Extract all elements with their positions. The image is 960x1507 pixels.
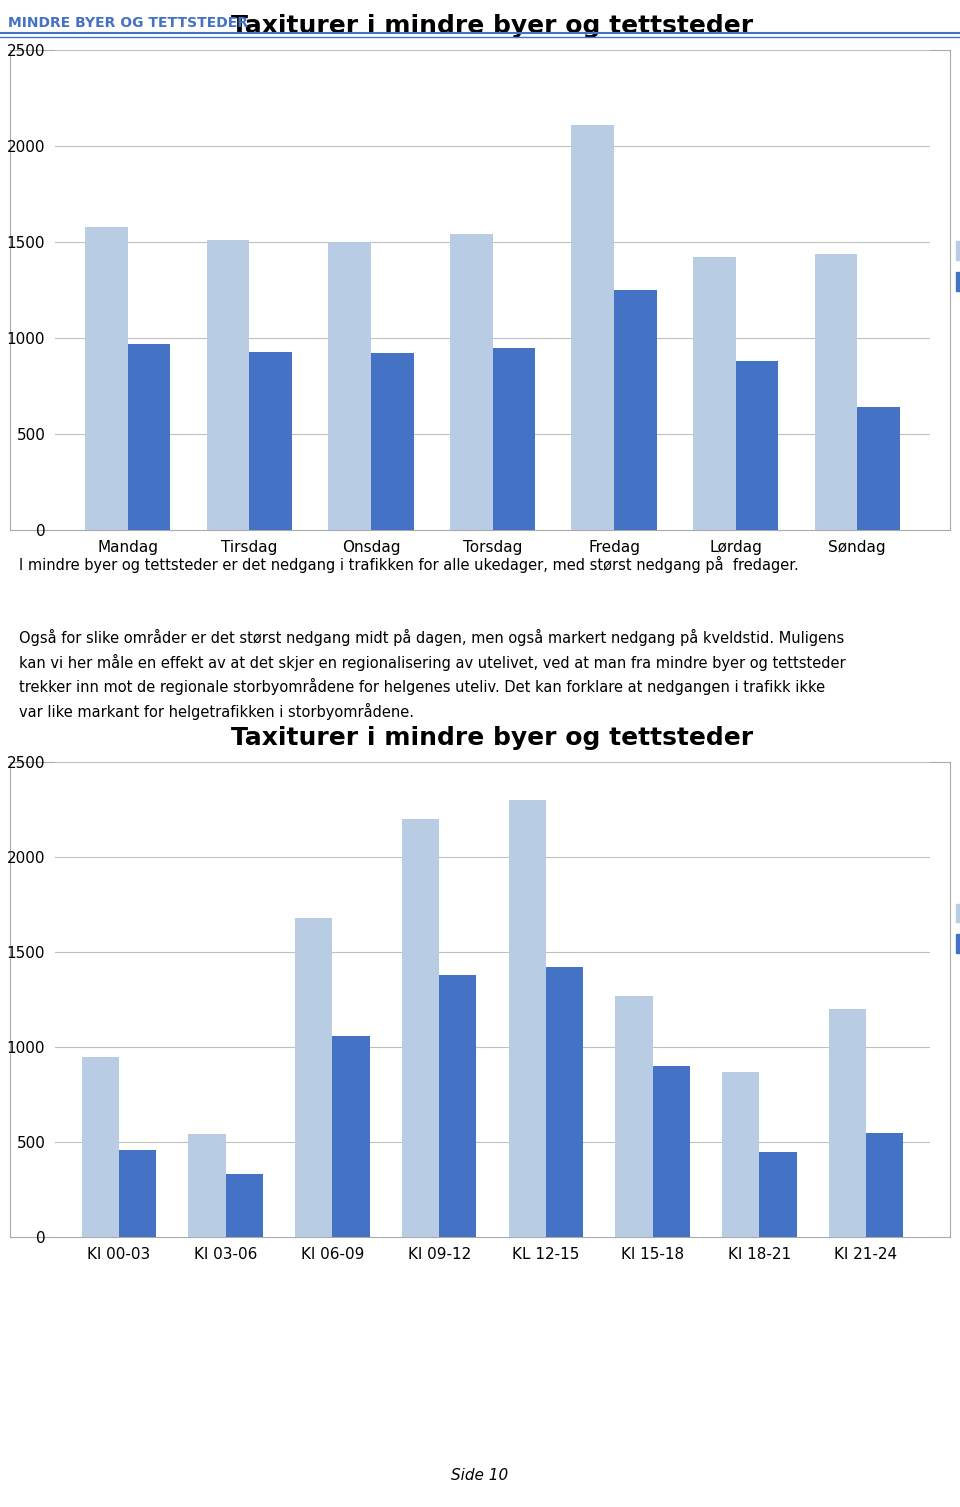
Bar bbox=[328, 243, 371, 530]
Title: Taxiturer i mindre byer og tettsteder: Taxiturer i mindre byer og tettsteder bbox=[231, 726, 754, 750]
Bar bbox=[371, 353, 414, 530]
Bar bbox=[450, 234, 492, 530]
Bar bbox=[492, 348, 535, 530]
Bar bbox=[226, 1174, 263, 1237]
Text: Også for slike områder er det størst nedgang midt på dagen, men også markert ned: Også for slike områder er det størst ned… bbox=[19, 628, 846, 720]
Text: I mindre byer og tettsteder er det nedgang i trafikken for alle ukedager, med st: I mindre byer og tettsteder er det nedga… bbox=[19, 556, 799, 573]
Bar bbox=[546, 967, 584, 1237]
Bar bbox=[614, 289, 657, 530]
Bar bbox=[857, 407, 900, 530]
Bar bbox=[814, 253, 857, 530]
Bar bbox=[828, 1010, 866, 1237]
Bar bbox=[439, 975, 476, 1237]
Bar bbox=[615, 996, 653, 1237]
Bar bbox=[119, 1150, 156, 1237]
Legend: 1996, 2010: 1996, 2010 bbox=[949, 897, 960, 958]
Bar bbox=[759, 1151, 797, 1237]
Bar bbox=[509, 800, 546, 1237]
Title: Taxiturer i mindre byer og tettsteder: Taxiturer i mindre byer og tettsteder bbox=[231, 15, 754, 38]
Bar bbox=[402, 818, 439, 1237]
Legend: 1996, 2010: 1996, 2010 bbox=[949, 235, 960, 297]
Bar bbox=[693, 258, 735, 530]
Bar bbox=[85, 226, 128, 530]
Bar bbox=[866, 1132, 903, 1237]
Bar bbox=[207, 240, 250, 530]
Bar bbox=[653, 1065, 690, 1237]
Bar bbox=[82, 1056, 119, 1237]
Bar bbox=[332, 1035, 370, 1237]
Text: Side 10: Side 10 bbox=[451, 1468, 509, 1483]
Bar bbox=[735, 362, 779, 530]
Bar bbox=[128, 344, 171, 530]
Text: MINDRE BYER OG TETTSTEDER: MINDRE BYER OG TETTSTEDER bbox=[8, 15, 248, 30]
Bar bbox=[571, 125, 614, 530]
Bar bbox=[722, 1071, 759, 1237]
Bar bbox=[250, 353, 292, 530]
Bar bbox=[188, 1135, 226, 1237]
Bar bbox=[295, 918, 332, 1237]
